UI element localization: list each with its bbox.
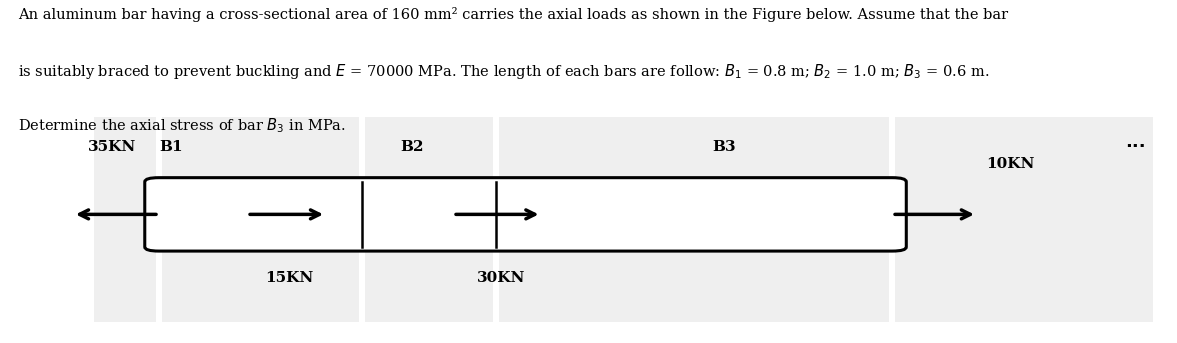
Text: 10KN: 10KN [986,157,1035,172]
Text: 15KN: 15KN [265,271,313,285]
Text: 35KN: 35KN [88,140,137,154]
Bar [892,117,1153,322]
Text: B1: B1 [159,140,182,154]
Bar [159,117,363,322]
Text: ...: ... [1125,133,1146,151]
Text: 30KN: 30KN [477,271,525,285]
Text: B3: B3 [712,140,736,154]
FancyBboxPatch shape [145,178,906,251]
Text: B2: B2 [400,140,424,154]
Bar [363,117,497,322]
Bar [155,117,162,322]
Text: is suitably braced to prevent buckling and $\it{E}$ = 70000 MPa. The length of e: is suitably braced to prevent buckling a… [18,62,989,81]
Bar [359,117,365,322]
Bar [890,117,896,322]
Bar [493,117,499,322]
Bar [497,117,892,322]
Text: Determine the axial stress of bar $\it{B}_{3}$ in MPa.: Determine the axial stress of bar $\it{B… [18,117,346,135]
Bar [94,117,159,322]
Text: An aluminum bar having a cross-sectional area of 160 mm² carries the axial loads: An aluminum bar having a cross-sectional… [18,7,1008,22]
